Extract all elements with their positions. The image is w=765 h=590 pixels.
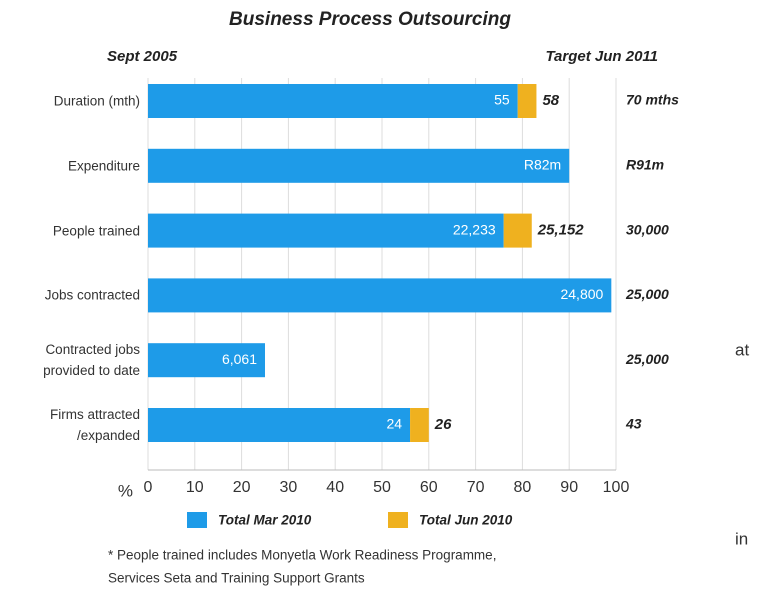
x-tick-label: 0 [144, 479, 153, 496]
bar [148, 343, 265, 378]
legend-label: Total Jun 2010 [419, 513, 513, 528]
footnote: Services Seta and Training Support Grant… [108, 571, 365, 586]
bar [517, 84, 537, 118]
target-label: R91m [626, 157, 664, 173]
target-label: 25,000 [625, 351, 669, 367]
x-tick-label: 40 [326, 479, 344, 496]
right-heading: Target Jun 2011 [545, 48, 658, 65]
stray-text: at [735, 340, 749, 359]
target-label: 70 mths [626, 92, 679, 108]
bar-label: 25,152 [537, 222, 585, 239]
target-label: 25,000 [625, 286, 669, 302]
category-label: Firms attracted /expanded [49, 407, 140, 443]
bar-label: 24 [387, 416, 403, 432]
left-heading: Sept 2005 [107, 48, 178, 65]
bar-label: 55 [494, 92, 510, 108]
category-label: People trained [52, 223, 140, 239]
category-label: Jobs contracted [44, 287, 140, 303]
x-tick-label: 50 [373, 479, 391, 496]
bar [148, 148, 570, 183]
target-label: 30,000 [626, 221, 669, 237]
bar-label: 6,061 [222, 351, 257, 367]
bar [148, 213, 504, 248]
legend-label: Total Mar 2010 [218, 513, 312, 528]
bar-label: R82m [524, 157, 561, 173]
bar [503, 213, 532, 248]
legend-swatch [388, 512, 408, 528]
category-label: Contracted jobs provided to date [43, 342, 140, 379]
bar-label: 22,233 [453, 221, 496, 237]
x-tick-label: 80 [514, 479, 532, 496]
x-tick-label: 90 [560, 479, 578, 496]
bar [148, 278, 612, 313]
target-label: 43 [625, 416, 642, 432]
category-label: Duration (mth) [53, 93, 140, 109]
x-tick-label: 30 [280, 479, 298, 496]
bar-label: 24,800 [560, 286, 603, 302]
bar-label: 26 [434, 416, 452, 433]
chart-title: Business Process Outsourcing [229, 9, 511, 30]
bar-label: 58 [542, 92, 559, 109]
x-unit: % [118, 481, 133, 500]
x-tick-label: 70 [467, 479, 485, 496]
x-tick-label: 100 [603, 479, 630, 496]
bar [148, 408, 411, 442]
x-tick-label: 20 [233, 479, 251, 496]
footnote: * People trained includes Monyetla Work … [108, 548, 496, 563]
x-tick-label: 60 [420, 479, 438, 496]
legend-swatch [187, 512, 207, 528]
bar [148, 84, 518, 118]
category-label: Expenditure [67, 158, 140, 174]
x-tick-label: 10 [186, 479, 204, 496]
bar [410, 408, 429, 442]
stray-text: in [735, 529, 748, 548]
